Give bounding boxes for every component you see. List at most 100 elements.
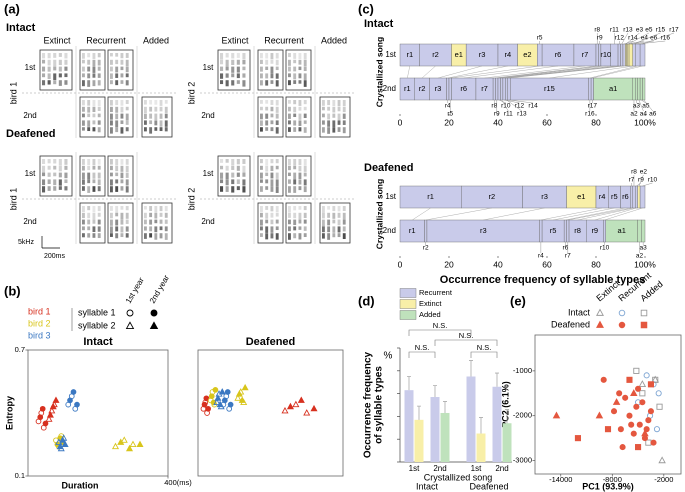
legend-label: bird 2 xyxy=(28,318,51,328)
point xyxy=(111,442,120,450)
spectrogram-band xyxy=(64,53,68,59)
spectrogram-band xyxy=(87,66,91,72)
spectrogram-band xyxy=(97,165,101,170)
spectrogram-band xyxy=(115,233,119,239)
spectrogram-band xyxy=(125,219,129,224)
spectrogram-band xyxy=(265,172,269,177)
spectrogram-band xyxy=(260,186,263,192)
point xyxy=(59,436,67,443)
segment-label: r5 xyxy=(550,226,557,235)
point xyxy=(647,408,654,415)
spectrogram-band xyxy=(288,100,291,104)
column-header: Extinct xyxy=(221,35,249,45)
point xyxy=(129,440,137,447)
spectrogram-band xyxy=(125,206,129,211)
spectrogram-band xyxy=(293,113,297,118)
row-label: 1st xyxy=(385,50,396,59)
connector xyxy=(594,207,637,221)
spectrogram-band xyxy=(265,80,269,86)
spectrogram-band xyxy=(115,113,119,120)
segment xyxy=(622,43,626,67)
spectrogram-band xyxy=(236,172,240,177)
spectrogram-band xyxy=(115,206,119,213)
group-label: Deafened xyxy=(469,481,508,491)
segment-label: r10 xyxy=(648,177,658,184)
x-tick-label: 1st xyxy=(471,464,482,473)
point xyxy=(208,393,215,400)
spectrogram-band xyxy=(265,206,269,210)
spectrogram-band xyxy=(327,206,331,210)
point xyxy=(234,394,242,401)
spectrogram-band xyxy=(164,106,168,113)
spectrogram-band xyxy=(293,172,297,180)
spectrogram-band xyxy=(265,219,269,224)
spectrogram-band xyxy=(293,186,297,193)
legend-swatch xyxy=(399,288,417,298)
connector xyxy=(589,65,638,79)
spectrogram-band xyxy=(270,212,274,218)
spectrogram-band xyxy=(97,80,101,86)
x-axis-label: Occurrence frequency of syllable types xyxy=(440,274,645,286)
spectrogram-band xyxy=(115,73,119,78)
spectrogram-band xyxy=(47,179,51,185)
legend-marker xyxy=(125,321,135,329)
spectrogram-band xyxy=(92,159,96,166)
segment xyxy=(637,185,641,209)
spectrogram-band xyxy=(82,172,85,180)
spectrogram-band xyxy=(159,206,163,212)
spectrogram-band xyxy=(275,59,279,66)
spectrogram-band xyxy=(337,106,341,112)
segment-label: r15 xyxy=(656,27,666,34)
spectrogram-band xyxy=(270,53,274,60)
spectrogram-band xyxy=(260,66,263,72)
error-bar xyxy=(443,401,447,413)
spectrogram-band xyxy=(42,73,46,78)
segment-label: r15 xyxy=(544,84,555,93)
spectrogram-band xyxy=(82,66,85,72)
segment-label: a1 xyxy=(609,84,617,93)
spectrogram-band xyxy=(115,212,119,217)
segment xyxy=(637,219,642,243)
chart-title: Intact xyxy=(364,18,394,30)
spectrogram-band xyxy=(58,186,62,190)
segment-label: r5 xyxy=(611,192,618,201)
spectrogram-band xyxy=(115,100,119,106)
leader-line xyxy=(625,32,640,45)
segment-label: r17 xyxy=(669,27,679,34)
spectrogram-band xyxy=(159,127,163,132)
spectrogram-band xyxy=(125,179,129,186)
legend-marker xyxy=(640,309,648,317)
spectrogram-band xyxy=(115,226,119,232)
spectrogram-band xyxy=(87,212,91,219)
segment xyxy=(635,77,638,101)
row-label: 1st xyxy=(385,192,396,201)
connector xyxy=(412,207,431,221)
spectrogram-band xyxy=(144,120,147,125)
spectrogram-band xyxy=(97,159,101,165)
spectrogram-band xyxy=(120,113,124,119)
segment-label: e1 xyxy=(577,192,585,201)
row-label: 2nd xyxy=(383,84,396,93)
segment-label: r9 xyxy=(494,111,500,118)
spectrogram-band xyxy=(92,53,96,59)
leader-line xyxy=(627,40,645,45)
spectrogram-band xyxy=(265,113,269,119)
spectrogram-band xyxy=(149,233,153,238)
spectrogram-band xyxy=(97,212,101,217)
spectrogram-band xyxy=(87,226,91,231)
point xyxy=(136,440,144,447)
spectrogram-band xyxy=(275,80,279,87)
point xyxy=(612,398,621,405)
spectrogram-band xyxy=(220,53,224,60)
point xyxy=(604,426,612,433)
spectrogram-band xyxy=(288,233,291,240)
segment xyxy=(492,77,496,101)
spectrogram-band xyxy=(332,113,336,118)
x-tick-label: 40 xyxy=(493,117,503,127)
segment-label: r4 xyxy=(538,253,544,260)
segment xyxy=(603,219,606,243)
spectrogram-band xyxy=(149,120,153,125)
spectrogram-band xyxy=(332,206,336,212)
segment-label: r3 xyxy=(435,84,442,93)
spectrogram-band xyxy=(332,100,336,107)
